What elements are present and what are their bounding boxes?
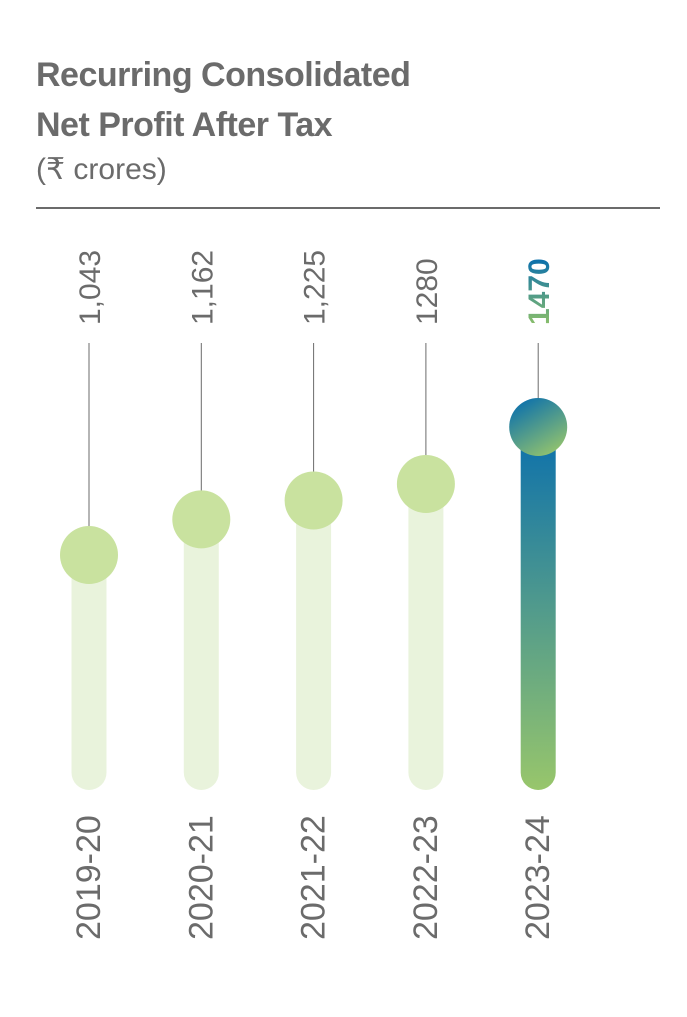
bar-2022-23 — [408, 483, 444, 790]
value-label-2023-24: 1470 — [523, 258, 556, 325]
title-divider — [36, 207, 660, 209]
dot-2022-23 — [396, 454, 455, 513]
chart-title-line-2: Net Profit After Tax — [36, 106, 333, 144]
bar-2019-20 — [71, 555, 107, 790]
chart-title-line-1: Recurring Consolidated — [36, 56, 411, 94]
value-label-2020-21: 1,162 — [186, 250, 219, 325]
category-label-2021-22: 2021-22 — [295, 815, 333, 940]
dot-2023-24 — [509, 398, 568, 456]
dot-2020-21 — [172, 490, 231, 549]
bar-2020-21 — [183, 519, 219, 790]
chart-title: Recurring Consolidated Net Profit After … — [36, 50, 656, 150]
value-label-2021-22: 1,225 — [299, 250, 332, 325]
category-label-2019-20: 2019-20 — [70, 815, 108, 940]
chart-subtitle: (₹ crores) — [36, 153, 167, 186]
category-label-2020-21: 2020-21 — [182, 815, 220, 940]
dot-2021-22 — [284, 471, 343, 530]
value-label-2022-23: 1280 — [411, 258, 444, 325]
value-label-2019-20: 1,043 — [74, 250, 107, 325]
bar-2023-24 — [520, 427, 556, 790]
dot-2019-20 — [60, 526, 118, 584]
bar-2021-22 — [296, 500, 332, 790]
category-label-2022-23: 2022-23 — [407, 815, 445, 940]
category-label-2023-24: 2023-24 — [519, 815, 557, 940]
